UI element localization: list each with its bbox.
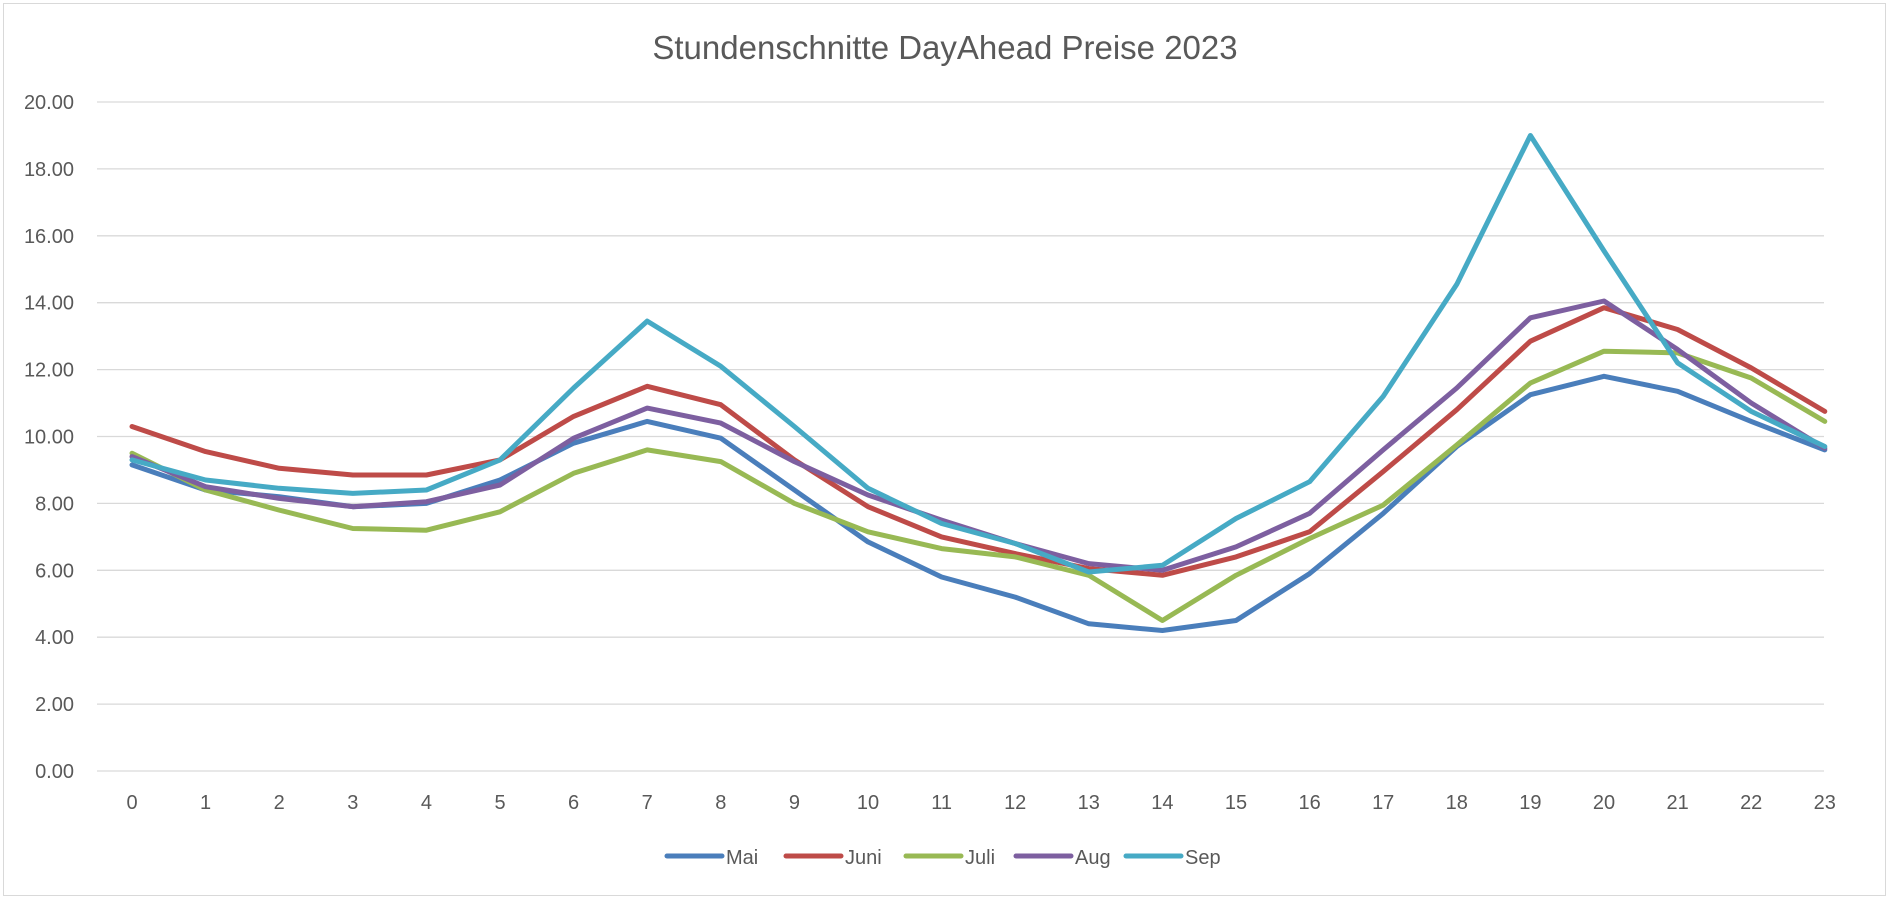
x-tick-label: 8	[715, 792, 726, 814]
legend-label: Juli	[965, 847, 995, 869]
x-tick-label: 13	[1078, 792, 1100, 814]
x-tick-label: 18	[1446, 792, 1468, 814]
y-tick-label: 18.00	[24, 159, 74, 181]
y-tick-label: 20.00	[24, 92, 74, 114]
legend: Mai Juni Juli Aug Sep	[664, 847, 1221, 869]
x-tick-label: 14	[1151, 792, 1173, 814]
y-tick-label: 4.00	[35, 627, 74, 649]
x-tick-label: 9	[789, 792, 800, 814]
x-tick-label: 20	[1593, 792, 1615, 814]
y-tick-label: 2.00	[35, 694, 74, 716]
x-axis-ticks: 0 1 2 3 4 5 6 7 8 9 10 11 12 13 14 15 16 17 18 19 20 21 22 23	[126, 792, 1835, 814]
x-tick-label: 19	[1519, 792, 1541, 814]
x-tick-label: 11	[931, 792, 952, 814]
x-tick-label: 6	[568, 792, 579, 814]
x-tick-label: 3	[347, 792, 358, 814]
y-tick-label: 10.00	[24, 427, 74, 449]
legend-label: Sep	[1185, 847, 1221, 869]
legend-item-juli: Juli	[903, 847, 995, 869]
x-tick-label: 0	[126, 792, 137, 814]
legend-label: Juni	[845, 847, 882, 869]
legend-label: Mai	[726, 847, 758, 869]
chart-frame	[3, 3, 1886, 896]
legend-item-sep: Sep	[1123, 847, 1221, 869]
series-line-juli	[129, 348, 1828, 623]
x-tick-label: 2	[274, 792, 285, 814]
x-tick-label: 10	[857, 792, 879, 814]
x-tick-label: 4	[421, 792, 432, 814]
series-line-sep	[129, 133, 1828, 575]
series-lines	[129, 133, 1828, 633]
x-tick-label: 23	[1814, 792, 1836, 814]
y-tick-label: 16.00	[24, 226, 74, 248]
x-tick-label: 12	[1004, 792, 1026, 814]
x-tick-label: 5	[494, 792, 505, 814]
y-axis-ticks: 0.00 2.00 4.00 6.00 8.00 10.00 12.00 14.00 16.00…	[24, 92, 74, 783]
x-tick-label: 21	[1666, 792, 1688, 814]
x-tick-label: 22	[1740, 792, 1762, 814]
y-tick-label: 12.00	[24, 360, 74, 382]
legend-label: Aug	[1075, 847, 1111, 869]
x-tick-label: 7	[642, 792, 653, 814]
y-tick-label: 14.00	[24, 293, 74, 315]
legend-item-mai: Mai	[664, 847, 758, 869]
series-line-juni	[129, 305, 1828, 578]
x-tick-label: 15	[1225, 792, 1247, 814]
legend-item-juni: Juni	[783, 847, 882, 869]
x-tick-label: 16	[1298, 792, 1320, 814]
chart-title: Stundenschnitte DayAhead Preise 2023	[652, 29, 1237, 66]
y-tick-label: 0.00	[35, 761, 74, 783]
x-tick-label: 1	[200, 792, 211, 814]
legend-item-aug: Aug	[1013, 847, 1111, 869]
gridlines	[97, 101, 1824, 772]
x-tick-label: 17	[1372, 792, 1394, 814]
y-tick-label: 8.00	[35, 493, 74, 515]
y-tick-label: 6.00	[35, 560, 74, 582]
